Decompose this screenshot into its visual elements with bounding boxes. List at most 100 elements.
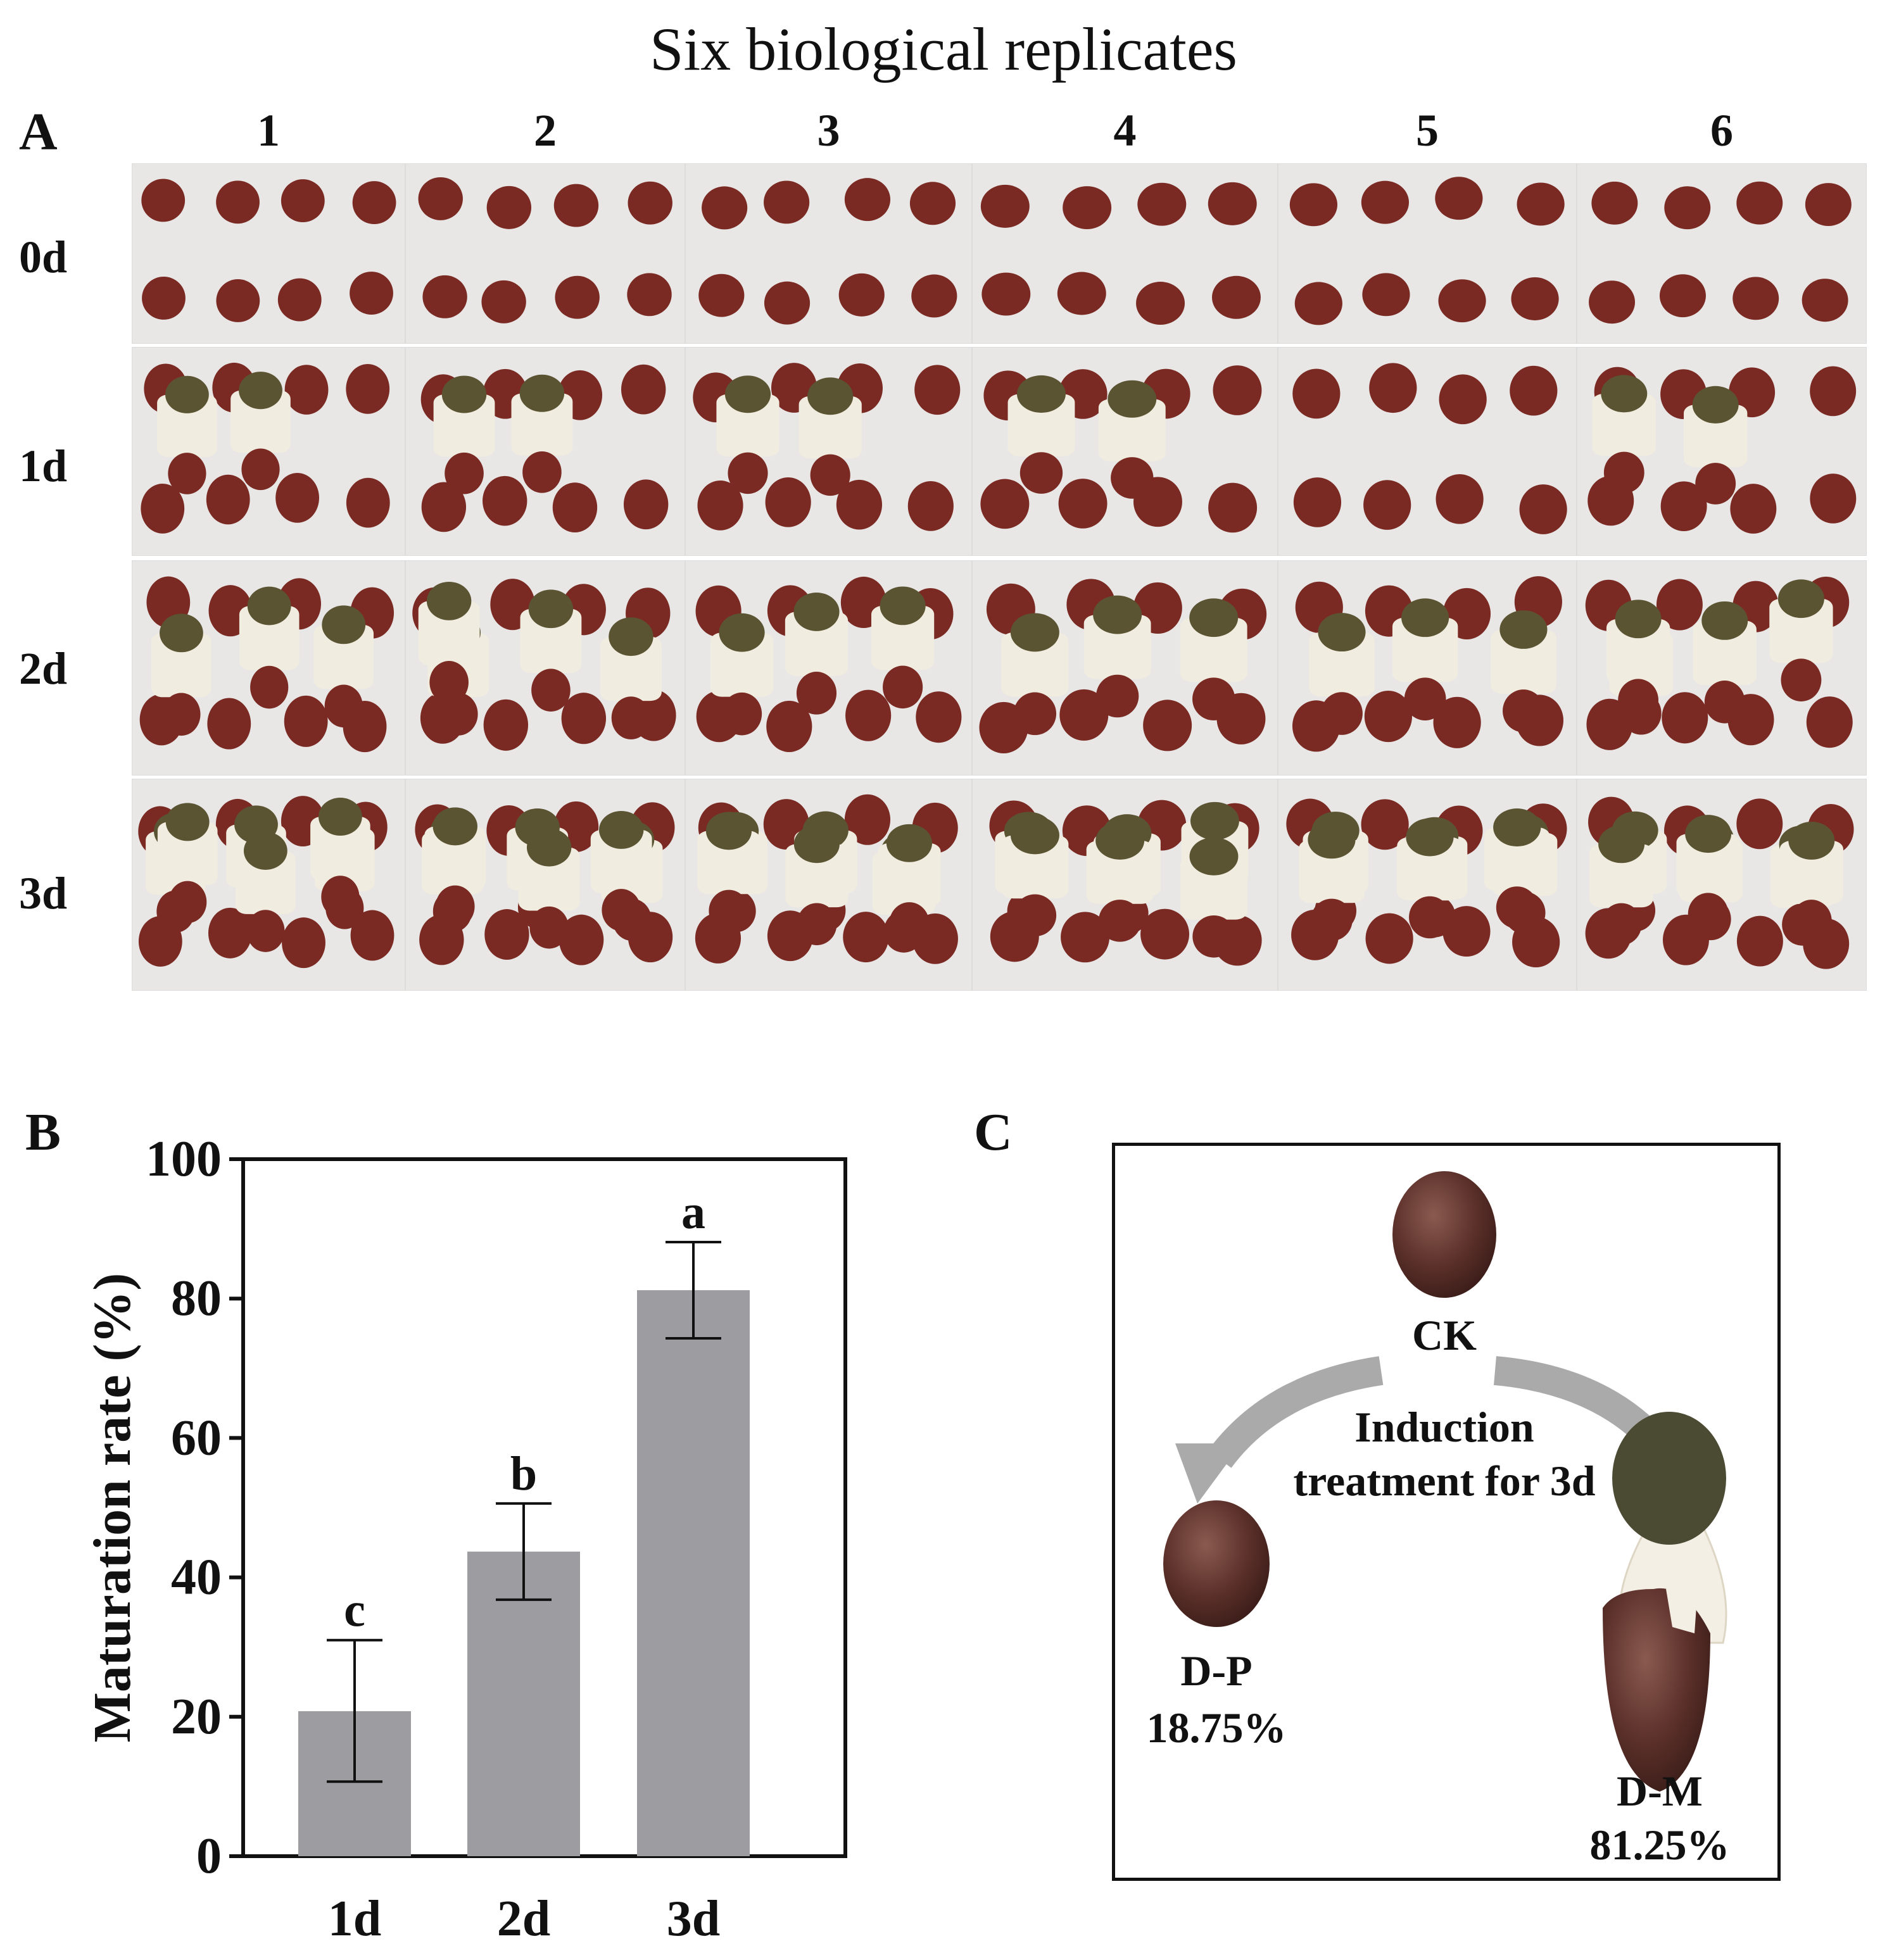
egg: [282, 917, 325, 969]
egg: [838, 273, 885, 317]
mature-fruiting-body: [798, 377, 862, 496]
mature-fruiting-body: [1676, 815, 1740, 935]
egg: [1293, 477, 1342, 527]
egg: [764, 180, 810, 224]
egg: [418, 177, 463, 220]
egg: [844, 178, 891, 222]
egg: [628, 181, 672, 225]
mature-fruiting-body: [1001, 613, 1069, 736]
egg: [766, 700, 812, 753]
photo-0d-rep6: [1577, 163, 1867, 344]
egg: [481, 280, 526, 324]
y-tick-label: 80: [171, 1271, 222, 1326]
egg: [1208, 482, 1258, 533]
egg: [142, 276, 186, 320]
mature-fruiting-body: [1491, 610, 1556, 732]
photo-3d-rep6: [1577, 779, 1867, 991]
mature-fruiting-body: [236, 832, 296, 952]
mature-fruiting-body: [1392, 598, 1458, 720]
photo-3d-rep2: [405, 779, 685, 991]
egg: [559, 914, 604, 965]
mature-fruiting-body: [716, 375, 779, 494]
dp-egg-image: [1163, 1500, 1270, 1627]
egg: [1433, 696, 1481, 748]
egg: [552, 482, 598, 532]
mature-fruiting-body: [1769, 579, 1833, 701]
replicate-label-6: 6: [1710, 105, 1733, 156]
mature-fruiting-body: [239, 586, 300, 709]
mature-fruiting-body: [230, 372, 291, 491]
egg: [1659, 274, 1706, 318]
egg: [1802, 279, 1848, 322]
mature-fruiting-body: [1098, 380, 1166, 499]
x-tick-label-3d: 3d: [667, 1891, 721, 1947]
photo-3d-rep3: [685, 779, 972, 991]
egg: [1736, 798, 1783, 850]
egg: [981, 272, 1031, 316]
egg: [346, 477, 390, 528]
egg: [1810, 366, 1857, 417]
timepoint-label-2d: 2d: [19, 643, 68, 694]
egg: [350, 910, 394, 961]
egg: [1213, 365, 1262, 415]
mature-fruiting-body: [697, 812, 760, 933]
egg: [844, 794, 891, 845]
y-tick-label: 40: [171, 1550, 222, 1605]
egg: [486, 185, 532, 229]
egg: [1806, 696, 1853, 748]
dm-label: D-M: [1617, 1767, 1703, 1815]
egg: [627, 273, 672, 317]
egg: [1736, 181, 1783, 225]
egg: [1510, 365, 1558, 416]
egg: [346, 364, 390, 414]
egg: [1729, 367, 1776, 418]
maturation-rate-bar-chart: 0 20 40 60 80 100 Maturation rate (%) c 1d b 2d a 3d: [83, 1131, 847, 1947]
mature-fruiting-body: [1484, 808, 1550, 929]
egg: [275, 473, 319, 523]
egg: [1438, 279, 1486, 323]
mature-fruiting-body: [1779, 821, 1843, 942]
mature-fruiting-body: [310, 798, 370, 918]
egg: [1736, 915, 1783, 967]
mature-fruiting-body: [878, 824, 941, 945]
egg: [208, 907, 252, 958]
mature-fruiting-body: [1180, 837, 1247, 958]
treatment-line-1: Induction: [1354, 1403, 1534, 1451]
photo-2d-rep5: [1278, 560, 1577, 776]
egg: [1294, 282, 1342, 325]
egg: [1664, 186, 1711, 230]
egg: [914, 365, 961, 415]
egg: [141, 484, 185, 534]
induction-diagram: CK Induction treatment for 3d D-P 18.75%…: [1112, 1143, 1781, 1881]
photo-2d-rep6: [1577, 560, 1867, 776]
significance-letter-2d: b: [510, 1447, 537, 1500]
egg: [1435, 177, 1483, 220]
egg: [555, 275, 600, 319]
egg: [483, 699, 529, 751]
egg: [907, 481, 954, 531]
mature-fruiting-body: [433, 375, 495, 494]
photo-1d-rep2: [405, 347, 685, 556]
egg: [702, 186, 748, 230]
mature-fruiting-body: [151, 613, 211, 736]
egg: [1660, 481, 1707, 532]
mature-fruiting-body: [1007, 375, 1075, 494]
induction-arrows: [1163, 1171, 1727, 1792]
mature-fruiting-body: [1589, 825, 1653, 946]
egg: [697, 481, 743, 531]
photo-2d-rep1: [132, 560, 405, 776]
photo-3d-rep5: [1278, 779, 1577, 991]
egg: [916, 691, 962, 743]
mature-fruiting-body: [1180, 598, 1247, 720]
egg: [207, 698, 251, 750]
egg: [277, 278, 322, 322]
dm-percent: 81.25%: [1589, 1821, 1730, 1869]
photo-1d-rep6: [1577, 347, 1867, 556]
egg: [911, 274, 957, 318]
replicate-label-4: 4: [1113, 105, 1137, 156]
egg: [561, 693, 607, 744]
egg: [1805, 183, 1852, 227]
egg: [909, 182, 956, 225]
mature-fruiting-body: [157, 803, 218, 924]
egg: [980, 184, 1030, 228]
